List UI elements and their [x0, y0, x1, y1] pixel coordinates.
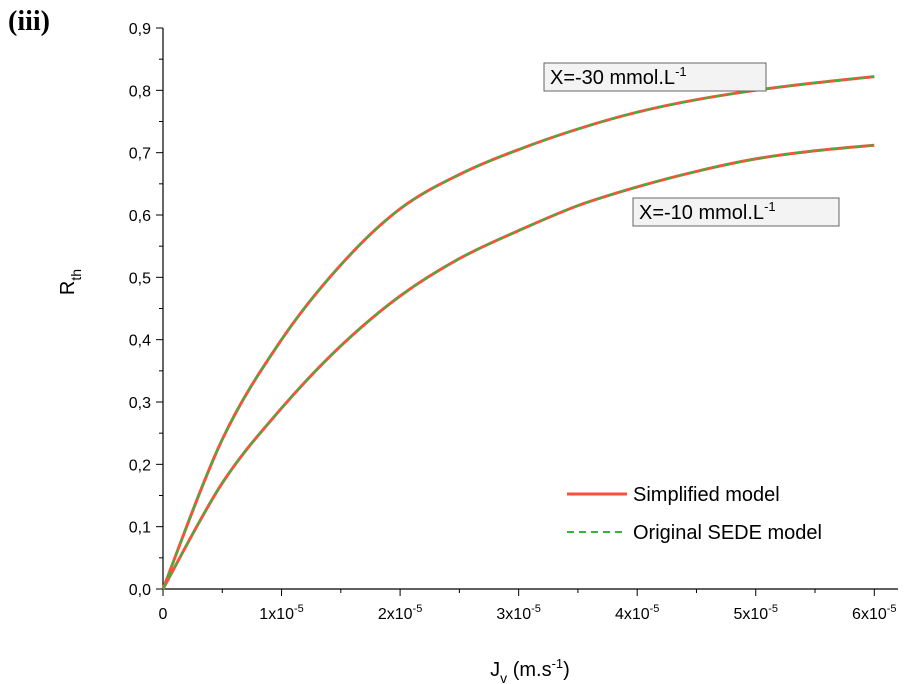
y-tick-label: 0,3: [129, 395, 151, 412]
annotation-label-2: X=-10 mmol.L-1: [639, 199, 776, 224]
annotation-main: X=-10 mmol.L: [639, 202, 764, 224]
x-tick-label: 4x10-5: [615, 603, 659, 623]
x-tick-mantissa: 2x10: [378, 606, 413, 623]
x-tick-label: 2x10-5: [378, 603, 422, 623]
axes: [162, 28, 898, 590]
x-title-unit-close: ): [563, 659, 570, 681]
legend: Simplified model Original SEDE model: [567, 484, 822, 544]
annotation-superscript: -1: [675, 64, 687, 79]
y-tick-label: 0,2: [129, 457, 151, 474]
y-tick-label: 0,5: [129, 270, 151, 287]
x-tick-label: 5x10-5: [733, 603, 777, 623]
x-tick-exponent: -5: [768, 603, 778, 615]
y-tick-label: 0,8: [129, 83, 151, 100]
x-title-subscript: v: [500, 670, 507, 684]
y-tick-label: 0,6: [129, 208, 151, 225]
y-tick-label: 0,4: [129, 333, 151, 350]
annotation-superscript: -1: [764, 199, 776, 214]
x-tick-exponent: -5: [650, 603, 660, 615]
panel-label: (iii): [8, 6, 50, 37]
x-tick-exponent: -5: [887, 603, 897, 615]
y-tick-label: 0,7: [129, 146, 151, 163]
y-tick-label: 0,9: [129, 21, 151, 38]
annotation-box-2: [632, 197, 840, 227]
x-tick-mantissa: 1x10: [259, 606, 294, 623]
y-axis-title: Rth: [57, 269, 84, 295]
legend-label-2: Original SEDE model: [633, 522, 822, 544]
x-tick-exponent: -5: [531, 603, 541, 615]
x-tick-mantissa: 3x10: [496, 606, 531, 623]
legend-label-1: Simplified model: [633, 484, 780, 506]
x-title-unit: (m.s: [507, 659, 551, 681]
annotation-box-1: [543, 62, 767, 92]
y-tick-label: 0,1: [129, 520, 151, 537]
x-tick-label: 0: [159, 606, 168, 623]
x-tick-exponent: -5: [413, 603, 423, 615]
x-tick-label: 6x10-5: [852, 603, 896, 623]
x-tick-mantissa: 4x10: [615, 606, 650, 623]
y-title-main: R: [57, 281, 79, 295]
annotation-main: X=-30 mmol.L: [550, 67, 675, 89]
curves: [161, 75, 875, 590]
x-title-unit-exponent: -1: [552, 656, 564, 671]
x-tick-mantissa: 5x10: [733, 606, 768, 623]
x-title-main: J: [490, 659, 500, 681]
y-title-subscript: th: [68, 269, 84, 281]
x-tick-label: 3x10-5: [496, 603, 540, 623]
y-tick-label: 0,0: [129, 582, 151, 599]
x-tick-label: 1x10-5: [259, 603, 303, 623]
ticks: 0,00,10,20,30,40,50,60,70,80,90 1x10-5 2x1…: [129, 21, 897, 623]
axis-titles: Jv (m.s-1) Rth: [57, 269, 570, 684]
annotations: X=-30 mmol.L-1X=-10 mmol.L-1: [543, 62, 840, 227]
x-tick-exponent: -5: [294, 603, 304, 615]
simplified-model-line-1: [161, 75, 875, 590]
x-axis-title: Jv (m.s-1): [490, 656, 570, 684]
x-tick-text: 0: [159, 606, 168, 623]
annotation-label-1: X=-30 mmol.L-1: [550, 64, 687, 89]
original-sede-model-line-2: [162, 144, 875, 590]
x-tick-mantissa: 6x10: [852, 606, 887, 623]
original-sede-model-line-1: [162, 75, 875, 590]
